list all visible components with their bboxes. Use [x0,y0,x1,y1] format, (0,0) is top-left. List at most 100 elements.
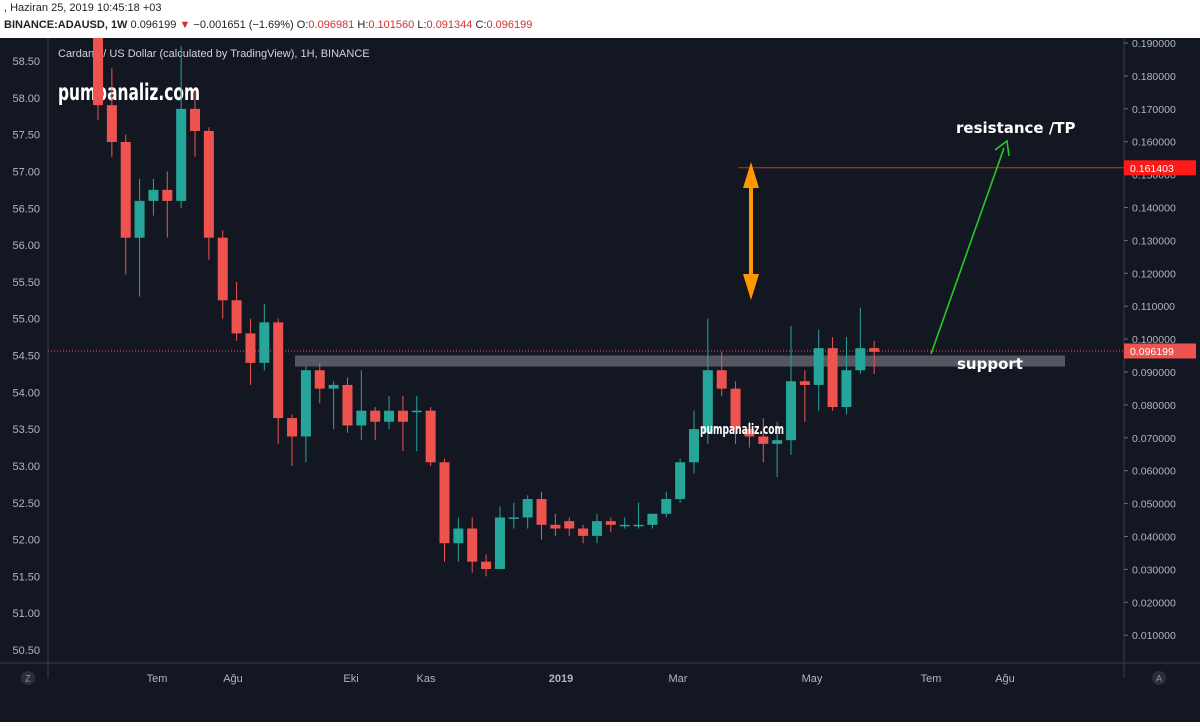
up-arrow-icon[interactable] [930,139,1010,355]
symbol-label[interactable]: BINANCE:ADAUSD, 1W [4,19,128,31]
chart-area[interactable]: 58.50 58.00 57.50 57.00 56.50 56.00 55.50 55.00… [0,31,1200,722]
candle-body [176,108,187,201]
candle-body [342,384,353,426]
candle-body [758,436,769,444]
candle-body [786,381,796,441]
candle-body [522,499,533,518]
chart-title: Cardano / US Dollar (calculated by Tradi… [58,48,370,60]
candle-body [494,517,505,570]
right-tick-label: 0.070000 [1132,433,1176,445]
candle-body [231,300,242,334]
candle-body [675,462,686,500]
candle [120,134,131,275]
candle [106,68,117,157]
candle-body [799,381,810,385]
candle-body [425,410,436,463]
candle [93,31,103,120]
candle [619,517,630,529]
candle-body [453,528,464,544]
right-tick-label: 0.110000 [1132,301,1175,313]
left-tick-label: 52.00 [12,535,40,547]
open-label: O: [296,19,309,31]
left-tick-label: 58.00 [12,93,40,105]
left-tick-label: 57.50 [12,130,40,142]
candle-body [370,410,381,422]
left-tick-label: 56.00 [12,240,40,252]
candle [605,517,616,533]
candle [134,178,145,297]
candlestick-chart[interactable]: 58.50 58.00 57.50 57.00 56.50 56.00 55.50 55.00… [0,31,1200,722]
candle-body [772,440,783,444]
resistance-label: resistance /TP [956,119,1076,137]
candles-group [93,31,880,577]
high-value: 0.101560 [368,19,415,31]
candle [813,329,824,411]
candle-body [730,388,741,430]
right-tick-label: 0.120000 [1132,268,1176,280]
time-axis: Tem Ağu Eki Kas 2019 Mar May Tem Ağu [147,673,1015,685]
candle [827,337,838,411]
chart-header: , Haziran 25, 2019 10:45:18 +03 BINANCE:… [0,0,1200,38]
candle-body [536,499,547,525]
candle-body [300,370,311,437]
candle-body [578,528,589,536]
candle [772,421,783,477]
candle-body [397,410,408,422]
candle [758,418,769,463]
candle [287,414,298,466]
right-axis: 0.1900000.1800000.1700000.1600000.150000… [1124,38,1176,642]
left-tick-label: 56.50 [12,203,40,215]
candle [203,127,214,260]
support-band[interactable] [295,355,1065,367]
candle [231,281,242,341]
candle-body [702,370,713,433]
candle-body [605,521,616,525]
candle [688,410,699,474]
watermark-small: pumpanaliz.com [700,422,784,438]
right-tick-label: 0.010000 [1132,630,1176,642]
left-tick-label: 57.00 [12,166,40,178]
candle-body [481,561,492,570]
candle [190,90,201,157]
candle-body [273,322,284,419]
candle [661,491,672,518]
corner-button-right[interactable]: A [1152,671,1166,685]
time-tick-label: Ağu [995,673,1015,685]
candle [356,370,367,441]
candle [425,407,436,466]
candle-body [120,141,131,238]
close-value: 0.096199 [486,19,533,31]
left-tick-label: 53.00 [12,461,40,473]
left-tick-label: 55.00 [12,314,40,326]
candle [522,495,533,529]
time-tick-label: May [802,673,823,685]
candle [176,46,187,209]
candle-body [148,189,159,201]
right-tick-label: 0.050000 [1132,499,1176,511]
right-tick-label: 0.060000 [1132,466,1176,478]
corner-button-left[interactable]: Z [21,671,35,685]
candle [342,377,353,433]
candle [162,171,173,238]
resistance-price-tag: 0.161403 [1124,160,1196,176]
candle [467,517,478,573]
left-axis: 58.50 58.00 57.50 57.00 56.50 56.00 55.50 55.00… [12,56,40,657]
right-tick-label: 0.130000 [1132,235,1176,247]
watermark-top: pumpanaliz.com [58,80,200,106]
candle [647,513,658,529]
candle-body [162,189,173,201]
ohlc-legend: BINANCE:ADAUSD, 1W 0.096199 ▼ −0.001651 … [4,19,532,31]
candle-body [591,521,602,536]
candle-body [411,410,422,413]
left-tick-label: 58.50 [12,56,40,68]
candle [716,351,727,396]
candle-body [508,517,519,519]
candle-body [467,528,478,562]
double-arrow-icon[interactable] [743,162,759,300]
last-price-tag: 0.096199 [1124,343,1196,359]
candle [259,303,270,371]
candle-body [328,384,339,389]
candle [633,502,644,529]
candle-body [564,521,575,529]
svg-text:0.096199: 0.096199 [1130,346,1174,358]
